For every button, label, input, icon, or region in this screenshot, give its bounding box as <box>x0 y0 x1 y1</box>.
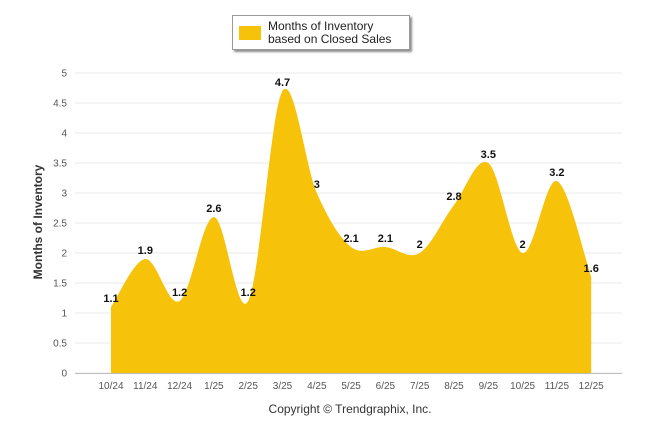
data-label: 1.6 <box>584 263 599 275</box>
data-label: 1.2 <box>172 287 187 299</box>
x-tick-label: 11/24 <box>133 381 158 392</box>
data-label: 2.8 <box>446 191 461 203</box>
y-tick-label: 4 <box>61 129 67 140</box>
y-tick-label: 1.5 <box>53 279 67 290</box>
data-label: 1.1 <box>103 293 118 305</box>
series-area-layer <box>111 88 592 373</box>
x-tick-label: 9/25 <box>479 381 499 392</box>
data-labels: 1.1 1.9 1.2 2.6 1.2 4.7 3 2.1 2.1 2 2.8 3.5 2 3.2 1.6 <box>103 77 598 305</box>
x-axis-ticks: 10/24 11/24 12/24 1/25 2/25 3/25 4/25 5/25 6/25 7… <box>98 381 604 392</box>
data-label: 2 <box>520 239 526 251</box>
copyright-footer: Copyright © Trendgraphix, Inc. <box>269 402 432 416</box>
x-tick-label: 11/25 <box>545 381 570 392</box>
y-tick-label: 2.5 <box>53 219 67 230</box>
x-tick-label: 7/25 <box>410 381 430 392</box>
data-label: 3.5 <box>481 149 496 161</box>
data-label: 3 <box>314 179 320 191</box>
y-tick-label: 4.5 <box>53 99 67 110</box>
y-tick-label: 0.5 <box>53 339 67 350</box>
y-tick-label: 2 <box>61 249 67 260</box>
legend[interactable]: Months of Inventory based on Closed Sale… <box>232 15 410 50</box>
x-tick-label: 12/24 <box>167 381 192 392</box>
y-tick-label: 3 <box>61 189 67 200</box>
x-tick-label: 1/25 <box>204 381 224 392</box>
y-tick-label: 1 <box>61 309 67 320</box>
y-axis-ticks: 0 0.5 1 1.5 2 2.5 3 3.5 4 4.5 5 <box>53 69 67 380</box>
x-tick-label: 10/24 <box>98 381 123 392</box>
legend-swatch <box>239 25 261 40</box>
data-label: 4.7 <box>275 77 290 89</box>
y-axis-title: Months of Inventory <box>31 164 45 279</box>
data-label: 2 <box>417 239 423 251</box>
data-label: 2.1 <box>343 233 358 245</box>
data-label: 1.9 <box>138 245 153 257</box>
data-label: 2.6 <box>206 203 221 215</box>
x-tick-label: 10/25 <box>510 381 535 392</box>
x-tick-label: 4/25 <box>307 381 327 392</box>
y-tick-label: 0 <box>61 369 67 380</box>
legend-label: Months of Inventory based on Closed Sale… <box>268 18 392 46</box>
x-tick-label: 12/25 <box>579 381 604 392</box>
data-label: 1.2 <box>241 287 256 299</box>
series-area <box>111 88 592 373</box>
x-tick-label: 6/25 <box>376 381 396 392</box>
x-tick-label: 8/25 <box>444 381 464 392</box>
x-tick-label: 2/25 <box>238 381 258 392</box>
data-label: 2.1 <box>378 233 393 245</box>
x-tick-label: 3/25 <box>273 381 293 392</box>
x-tick-label: 5/25 <box>341 381 361 392</box>
y-tick-label: 3.5 <box>53 159 67 170</box>
y-tick-label: 5 <box>61 69 67 80</box>
data-label: 3.2 <box>549 167 564 179</box>
